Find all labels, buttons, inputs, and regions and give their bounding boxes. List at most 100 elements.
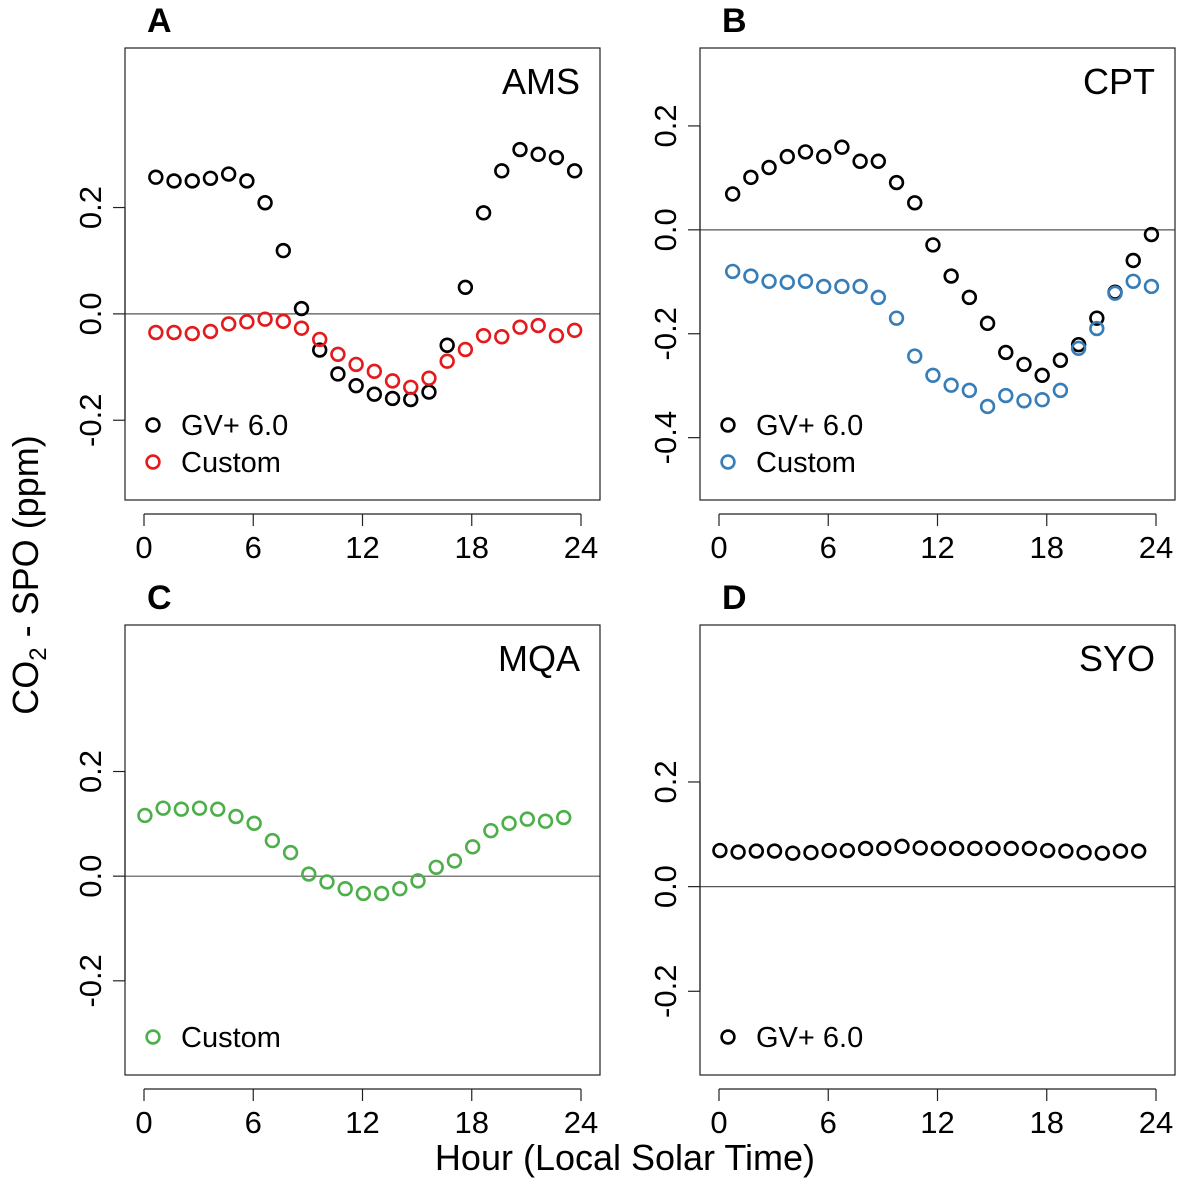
x-tick-label: 0 [135, 530, 152, 565]
data-point [548, 149, 565, 166]
data-point [1070, 340, 1087, 356]
data-point [556, 809, 572, 826]
data-point [712, 842, 728, 859]
data-point [979, 315, 996, 332]
data-point [166, 324, 182, 341]
data-point [228, 808, 244, 825]
y-axis-title-rest: - SPO (ppm) [5, 435, 46, 647]
series-gv-6-0 [712, 838, 1147, 861]
data-point [743, 169, 759, 186]
data-point [930, 840, 947, 857]
data-point [530, 317, 546, 334]
x-tick-label: 18 [1030, 1105, 1064, 1140]
data-point [998, 344, 1014, 361]
data-point [748, 843, 765, 859]
data-point [446, 853, 463, 869]
data-point [961, 382, 978, 399]
y-axis-title-subscript: 2 [25, 647, 52, 660]
panel-letter: A [147, 2, 172, 40]
data-point [373, 885, 390, 902]
data-point [1076, 844, 1092, 861]
x-tick-label: 6 [820, 1105, 837, 1140]
data-point [834, 278, 850, 295]
data-point [202, 170, 219, 186]
data-point [384, 390, 401, 407]
x-tick-label: 0 [710, 1105, 727, 1140]
data-point [761, 273, 777, 289]
data-point [155, 800, 171, 816]
panel-letter: B [722, 2, 747, 40]
data-point [961, 289, 978, 306]
panel-a: 0 6 12 18 24 -0.2 0.0 0.2 A AMS GV+ 6.0 Custom [73, 2, 601, 565]
data-point [1034, 367, 1050, 384]
data-point [330, 366, 346, 382]
series-gv-6-0 [148, 141, 583, 408]
y-tick-label: 0.2 [648, 104, 683, 147]
data-point [1143, 278, 1160, 295]
data-point [483, 822, 499, 839]
x-axis-title: Hour (Local Solar Time) [435, 1137, 815, 1178]
data-point [264, 832, 281, 849]
data-point [475, 205, 492, 221]
data-point [1039, 842, 1056, 859]
data-point [834, 139, 850, 155]
series-custom [148, 311, 583, 395]
data-point [1058, 843, 1074, 859]
data-point [512, 319, 528, 335]
data-point [912, 840, 928, 856]
data-point [475, 327, 492, 344]
data-point [1016, 356, 1032, 373]
y-tick-label: 0.2 [73, 186, 108, 229]
data-point [907, 195, 923, 211]
data-point [870, 289, 887, 306]
data-point [257, 195, 273, 211]
data-point [319, 874, 335, 890]
data-point [202, 323, 219, 340]
y-tick-label: -0.2 [648, 965, 683, 1018]
data-point [191, 800, 208, 816]
legend-label: GV+ 6.0 [756, 410, 863, 442]
data-point [257, 311, 273, 327]
y-tick-label: 0.0 [73, 292, 108, 335]
data-point [439, 337, 455, 353]
data-point [519, 811, 535, 827]
legend-marker [145, 417, 161, 433]
x-tick-label: 24 [1139, 530, 1173, 565]
data-point [766, 843, 783, 859]
data-point [1089, 310, 1105, 326]
y-tick-label: -0.2 [73, 394, 108, 447]
data-point [348, 356, 364, 373]
data-point [330, 346, 346, 362]
series-custom [137, 800, 572, 902]
data-point [337, 881, 353, 897]
x-tick-label: 24 [1139, 1105, 1173, 1140]
data-point [852, 278, 868, 295]
plot-frame [124, 47, 601, 501]
data-point [821, 842, 837, 859]
data-point [312, 331, 328, 348]
panel-d: 0 6 12 18 24 -0.2 0.0 0.2 D SYO GV+ 6.0 [648, 579, 1176, 1140]
data-point [439, 353, 455, 369]
x-tick-label: 12 [920, 1105, 954, 1140]
data-point [943, 377, 959, 393]
series-gv-6-0 [724, 139, 1160, 384]
plot-frame [699, 47, 1176, 501]
data-point [184, 325, 200, 342]
legend-label: Custom [181, 447, 281, 479]
data-point [312, 342, 328, 358]
data-point [724, 263, 741, 280]
data-point [501, 815, 517, 832]
data-point [1089, 320, 1105, 337]
data-point [148, 324, 164, 341]
data-point [1125, 252, 1141, 269]
data-point [943, 268, 959, 284]
data-point [137, 807, 153, 824]
data-point [797, 273, 814, 289]
panel-letter: D [722, 579, 747, 617]
data-point [1052, 352, 1069, 368]
data-point [366, 386, 383, 402]
plot-frame [699, 624, 1176, 1076]
y-tick-label: -0.4 [648, 411, 683, 464]
data-point [537, 813, 554, 829]
